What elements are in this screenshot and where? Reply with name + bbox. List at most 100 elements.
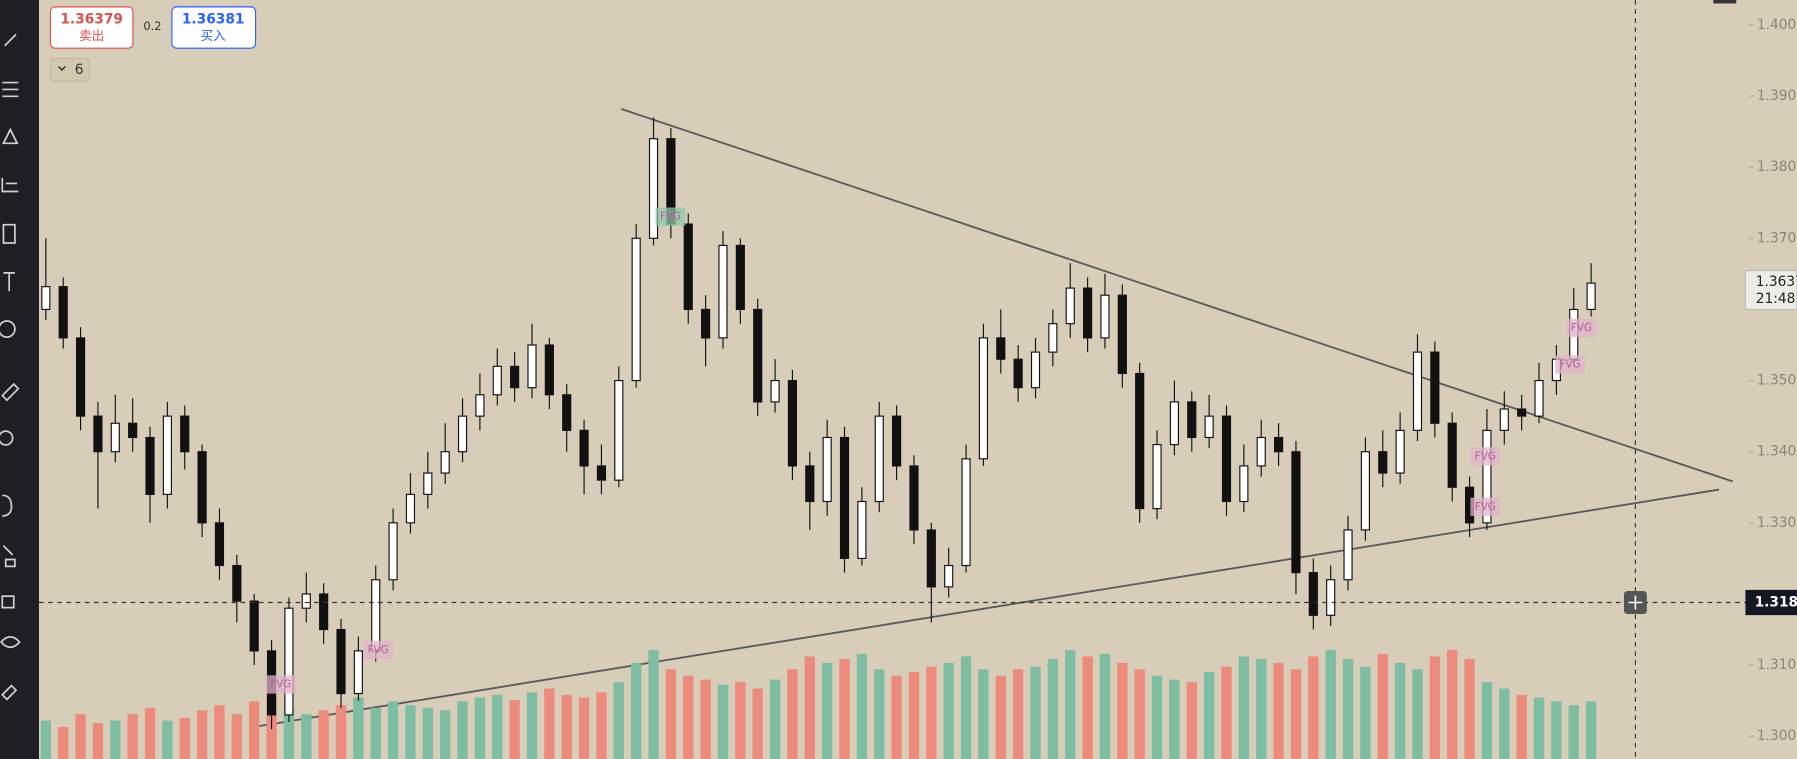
volume-bar xyxy=(752,688,763,759)
volume-bar xyxy=(891,675,902,759)
candle-body xyxy=(249,600,259,652)
candle-body xyxy=(1378,451,1388,474)
volume-bar xyxy=(422,707,433,759)
tool-projection[interactable] xyxy=(1,177,19,193)
volume-bar xyxy=(787,669,798,759)
volume-bar xyxy=(683,675,694,759)
volume-bar xyxy=(1499,688,1510,759)
volume-bar xyxy=(440,710,451,759)
volume-bar xyxy=(1065,650,1076,759)
volume-bar xyxy=(1099,653,1111,759)
y-tick-label: 1.3300 xyxy=(1757,515,1797,531)
volume-bar xyxy=(1394,662,1406,759)
volume-bar xyxy=(1256,659,1267,759)
y-tick-label: 1.3000 xyxy=(1757,728,1797,744)
indicator-toggle[interactable] xyxy=(49,57,90,82)
candle-body xyxy=(510,365,520,389)
candle-body xyxy=(562,394,572,431)
chevron-icon xyxy=(57,65,66,71)
volume-bar xyxy=(1273,662,1284,759)
volume-bar xyxy=(578,697,590,759)
candle-body xyxy=(1239,465,1249,503)
volume-bar xyxy=(1464,659,1475,759)
toolbar-bg xyxy=(0,0,39,759)
volume-bar xyxy=(908,671,920,759)
trendline-lower[interactable] xyxy=(254,488,1720,728)
volume-bar xyxy=(318,710,329,759)
fvg-box xyxy=(1470,447,1501,466)
tool-magnet[interactable] xyxy=(2,494,13,517)
volume-bar xyxy=(370,707,381,759)
candle-body xyxy=(1360,451,1370,531)
tool-line[interactable] xyxy=(3,33,17,47)
volume-bar xyxy=(1151,675,1163,759)
tool-fib[interactable] xyxy=(2,81,19,98)
volume-bar xyxy=(110,720,121,759)
volume-bar xyxy=(717,684,729,759)
tool-ruler[interactable] xyxy=(1,382,20,402)
tool-pattern[interactable] xyxy=(2,127,19,145)
volume-bar xyxy=(1342,659,1354,759)
candle-body xyxy=(1256,436,1266,467)
volume-bar xyxy=(700,679,711,759)
tool-zoom[interactable] xyxy=(0,430,14,446)
volume-bar xyxy=(353,697,364,759)
volume-bar xyxy=(1412,669,1423,759)
volume-bar xyxy=(769,679,781,759)
candle-body xyxy=(180,415,190,453)
y-tick-label: 1.3800 xyxy=(1757,159,1797,175)
buy-button[interactable] xyxy=(171,6,257,49)
volume-bar xyxy=(1325,650,1336,759)
candle-body xyxy=(145,436,155,495)
countdown: 21:48 xyxy=(1756,291,1796,307)
crosshair-plus-icon[interactable] xyxy=(1628,595,1643,610)
buy-label: 买入 xyxy=(201,28,227,43)
volume-bar xyxy=(387,701,399,759)
candle-body xyxy=(1482,429,1492,524)
volume-bar xyxy=(1117,662,1128,759)
candle-body xyxy=(1013,358,1023,389)
fvg-box xyxy=(655,207,686,226)
candle-body xyxy=(631,237,641,382)
tool-shape[interactable] xyxy=(2,223,16,244)
candle-body xyxy=(1221,415,1232,503)
volume-bar xyxy=(1429,656,1441,759)
candle-body xyxy=(1204,415,1214,439)
volume-bar xyxy=(995,675,1006,759)
candle-body xyxy=(75,337,86,417)
candle-body xyxy=(440,451,450,474)
tool-eye[interactable] xyxy=(0,636,21,649)
volume-bar xyxy=(405,705,416,759)
candle-body xyxy=(301,593,311,609)
candle-body xyxy=(857,500,867,559)
candle-body xyxy=(1586,282,1596,311)
volume-bar xyxy=(75,714,86,759)
volume-bar xyxy=(474,697,486,759)
candle-body xyxy=(1326,579,1336,616)
candle-body xyxy=(996,337,1006,360)
candle-body xyxy=(492,365,502,396)
tool-lock[interactable] xyxy=(2,545,16,568)
volume-bar xyxy=(1221,666,1232,759)
candle-body xyxy=(1343,529,1353,581)
candle-body xyxy=(735,244,745,311)
tool-emoji[interactable] xyxy=(0,320,16,338)
fvg-label: FVG xyxy=(1475,450,1496,462)
tool-hide[interactable] xyxy=(1,595,15,609)
candle-body xyxy=(284,607,294,716)
volume-bar xyxy=(249,701,260,759)
candle-body xyxy=(1169,401,1179,446)
candle-body xyxy=(596,465,607,481)
y-tick-label: 1.4000 xyxy=(1757,17,1797,33)
y-tick-label: 1.3500 xyxy=(1757,373,1797,389)
trendline-upper[interactable] xyxy=(620,108,1734,483)
sell-button[interactable] xyxy=(49,6,134,49)
tool-link[interactable] xyxy=(1,684,18,701)
tool-text[interactable] xyxy=(3,272,15,292)
volume-bar xyxy=(144,707,156,759)
volume-bar xyxy=(301,714,312,759)
volume-bar xyxy=(1447,650,1458,759)
fvg-label: FVG xyxy=(270,678,291,690)
